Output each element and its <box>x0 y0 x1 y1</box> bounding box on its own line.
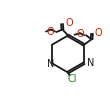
Text: O: O <box>65 18 73 28</box>
Text: O: O <box>76 29 84 39</box>
Text: N: N <box>87 58 94 68</box>
Text: O: O <box>47 27 54 37</box>
Text: Cl: Cl <box>67 74 77 84</box>
Text: O: O <box>94 28 102 38</box>
Text: N: N <box>47 59 55 69</box>
